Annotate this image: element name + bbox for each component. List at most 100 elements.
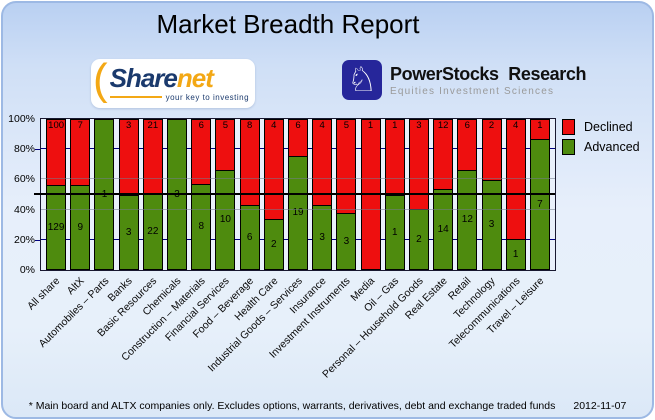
x-category-label: Basic Resources	[95, 275, 160, 340]
advanced-count-label: 1	[391, 226, 398, 238]
y-tick-label: 80%	[13, 143, 35, 156]
declined-segment	[216, 120, 235, 170]
bar-Travel – Leisure: 71	[529, 119, 550, 270]
legend-item-advanced: Advanced	[562, 139, 640, 155]
bar-Personal – Household Goods: 23	[408, 119, 429, 270]
advanced-count-label: 1	[101, 189, 108, 200]
y-tick-label: 0%	[19, 264, 35, 276]
declined-count-label: 5	[343, 120, 350, 131]
legend-item-declined: Declined	[562, 119, 640, 135]
declined-segment	[530, 120, 549, 139]
bar-Construction – Materials: 86	[191, 119, 212, 270]
declined-count-label: 1	[537, 120, 543, 131]
x-category-label: Personal – Household Goods	[319, 275, 426, 381]
x-category-label: Automobiles – Parts	[36, 275, 111, 350]
x-category-label: Investment Instruments	[267, 275, 353, 361]
sharenet-tagline: your key to investing	[165, 92, 250, 102]
bar-Real Estate: 14 12	[433, 119, 454, 270]
stacked-bar-plot: 129 100 9 7 1 3 3 22 21 3 8 6 10 5 6 8 2 4 19 6 3 4 3 5 1 1 1 2 3 14 1…	[40, 118, 556, 271]
x-category-label: Food – Beverage	[190, 275, 257, 341]
declined-segment	[313, 120, 332, 206]
chess-knight-icon: ♘	[342, 60, 382, 100]
declined-segment	[361, 120, 380, 269]
y-tick-label: 40%	[13, 203, 35, 216]
declined-count-label: 1	[392, 120, 398, 131]
sharenet-logo: ( Sharenet your key to investing	[91, 55, 255, 108]
advanced-count-label: 12	[461, 214, 473, 226]
bar-All share: 129 100	[46, 119, 67, 270]
advanced-count-label: 3	[174, 189, 180, 200]
sharenet-wordmark: Sharenet	[110, 65, 249, 92]
advanced-segment: 12	[458, 169, 477, 269]
advanced-segment: 10	[216, 169, 235, 269]
advanced-segment: 2	[409, 209, 428, 269]
x-category-label: All share	[25, 275, 63, 313]
x-category-label: Retail	[446, 275, 474, 303]
advanced-count-label: 1	[512, 249, 519, 261]
x-category-label: Insurance	[287, 275, 329, 317]
x-category-label: Banks	[106, 275, 136, 305]
advanced-count-label: 3	[319, 232, 325, 244]
bar-Financial Services: 10 5	[215, 119, 236, 270]
bar-Investment Instruments: 35	[336, 119, 357, 270]
advanced-count-label: 19	[292, 207, 304, 219]
x-category-label: Technology	[451, 275, 499, 322]
declined-segment	[264, 120, 283, 220]
sharenet-logo-text: Sharenet your key to investing	[109, 65, 250, 102]
advanced-segment: 3	[482, 179, 501, 269]
x-category-label: AltX	[64, 275, 87, 298]
declined-count-label: 8	[246, 120, 253, 131]
powerstocks-logo: ♘ PowerStocks Research Equities Investme…	[342, 60, 587, 100]
advanced-segment: 7	[530, 138, 549, 269]
advanced-swatch-icon	[562, 139, 575, 155]
advanced-segment: 9	[71, 185, 90, 269]
declined-count-label: 21	[147, 120, 159, 131]
declined-count-label: 3	[126, 120, 132, 131]
powerstocks-logo-text: PowerStocks Research Equities Investment…	[390, 64, 587, 97]
declined-segment	[337, 120, 356, 214]
advanced-segment: 1	[95, 120, 114, 269]
advanced-segment: 14	[434, 188, 453, 269]
page-title: Market Breadth Report	[156, 9, 420, 39]
sharenet-word-net: net	[176, 63, 214, 94]
bar-Automobiles – Parts: 1	[94, 119, 115, 270]
declined-count-label: 1	[367, 120, 374, 131]
sharenet-tagline-row: your key to investing	[109, 92, 250, 102]
advanced-segment: 3	[168, 120, 187, 269]
declined-count-label: 2	[488, 120, 495, 131]
y-tick-label: 20%	[13, 233, 35, 246]
powerstocks-tagline: Equities Investment Sciences	[390, 85, 555, 97]
advanced-segment: 8	[192, 183, 211, 269]
advanced-count-label: 7	[537, 198, 543, 210]
advanced-segment: 3	[119, 194, 138, 269]
advanced-count-label: 10	[219, 214, 231, 226]
declined-segment	[482, 120, 501, 180]
declined-segment	[47, 120, 66, 186]
y-axis-tick	[35, 149, 40, 151]
declined-count-label: 6	[295, 120, 301, 131]
declined-count-label: 4	[319, 120, 325, 131]
bar-Media: 1	[360, 119, 381, 270]
advanced-segment: 3	[337, 213, 356, 269]
advanced-count-label: 129	[47, 222, 65, 234]
sharenet-word-share: Share	[109, 63, 178, 94]
declined-swatch-icon	[562, 119, 575, 135]
declined-segment	[289, 120, 307, 156]
advanced-segment: 22	[143, 192, 162, 269]
declined-segment	[240, 120, 259, 206]
advanced-count-label: 8	[198, 221, 205, 233]
bar-Health Care: 24	[263, 119, 284, 270]
advanced-count-label: 2	[416, 234, 422, 246]
y-axis: 100% 80% 60% 40% 20% 0%	[3, 113, 35, 276]
declined-count-label: 6	[198, 120, 204, 131]
x-category-label: Financial Services	[163, 275, 232, 344]
declined-segment	[434, 120, 453, 189]
sharenet-swoosh-icon: (	[92, 55, 108, 104]
bar-Food – Beverage: 68	[239, 119, 260, 270]
declined-segment	[385, 120, 404, 195]
